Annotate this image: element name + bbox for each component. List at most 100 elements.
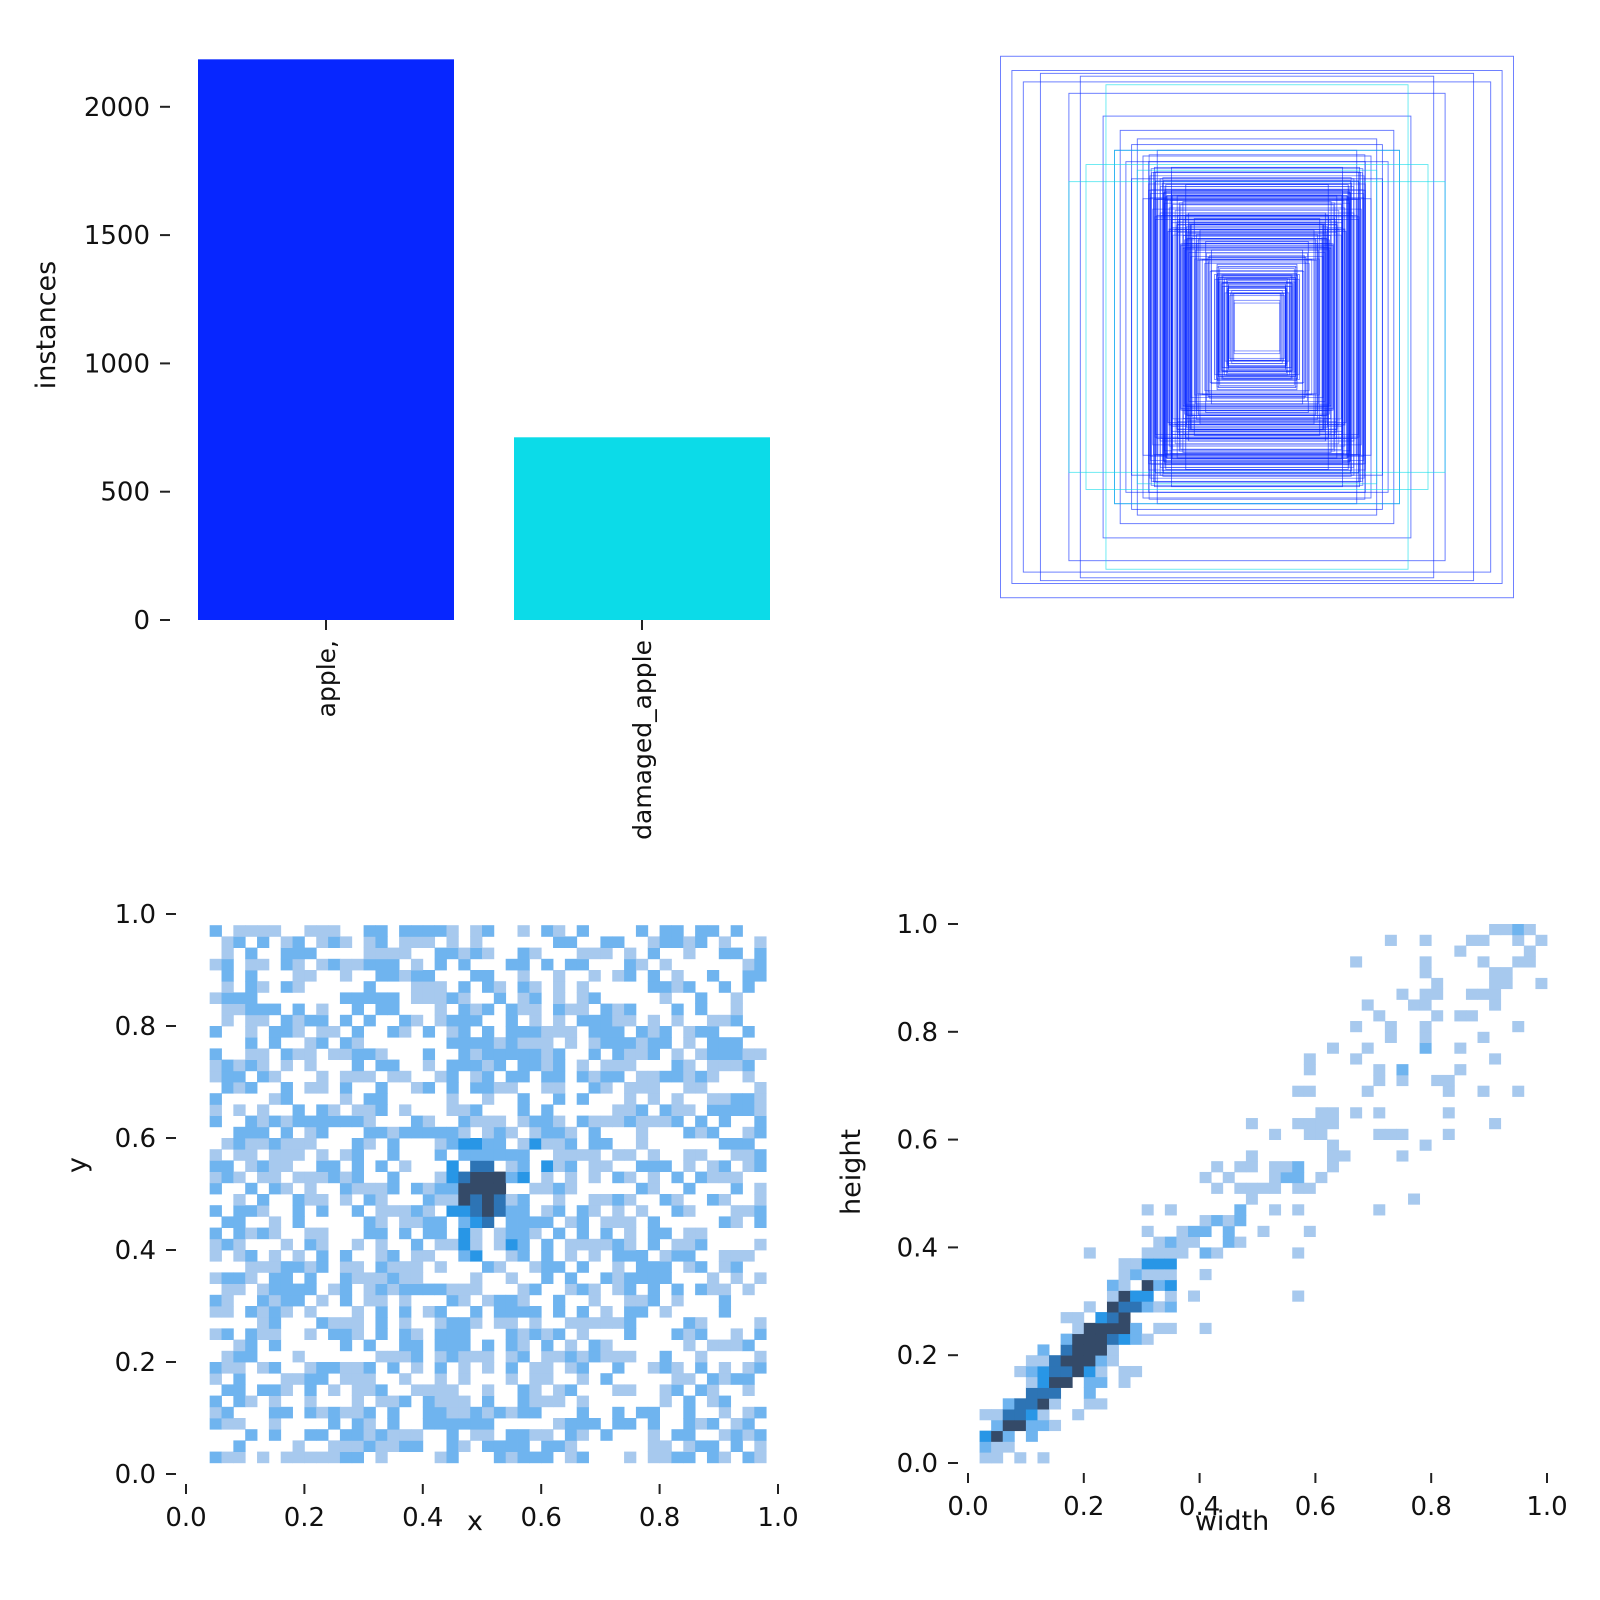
heatmap-cell — [564, 1171, 578, 1184]
heatmap-cell — [257, 958, 270, 971]
heatmap-cell — [612, 1216, 625, 1228]
heatmap-cell — [541, 1115, 554, 1128]
heatmap-cell — [257, 925, 270, 937]
heatmap-cell — [1292, 1182, 1305, 1194]
heatmap-cell — [754, 1328, 767, 1340]
heatmap-cell — [600, 1350, 613, 1363]
heatmap-cell — [718, 1250, 732, 1262]
heatmap-cell — [316, 1373, 329, 1385]
heatmap-cell — [671, 1294, 684, 1307]
heatmap-cell — [387, 1003, 400, 1016]
heatmap-cell — [434, 1384, 447, 1396]
heatmap-cell — [1130, 1365, 1143, 1378]
heatmap-cell — [233, 1250, 246, 1262]
heatmap-cell — [410, 1283, 424, 1296]
heatmap-cell — [375, 1350, 388, 1363]
heatmap-cell — [695, 1126, 708, 1139]
heatmap-cell — [328, 1160, 341, 1172]
heatmap-cell — [1222, 1215, 1235, 1227]
heatmap-cell — [458, 1395, 471, 1408]
heatmap-cell — [482, 1418, 495, 1430]
heatmap-cell — [422, 1082, 436, 1094]
heatmap-cell — [245, 1261, 258, 1273]
bounding-box — [1150, 172, 1364, 482]
heatmap-cell — [564, 1182, 578, 1195]
bounding-box — [1195, 240, 1319, 414]
heatmap-cell — [1083, 1247, 1096, 1259]
heatmap-cell — [304, 1395, 317, 1408]
heatmap-cell — [387, 958, 400, 971]
heatmap-cell — [683, 1026, 696, 1038]
heatmap-cell — [328, 1451, 341, 1464]
heatmap-cell — [718, 981, 732, 993]
heatmap-cell — [718, 1160, 732, 1172]
heatmap-cell — [375, 1384, 388, 1396]
heatmap-cell — [221, 936, 234, 948]
heatmap-cell — [647, 1272, 660, 1284]
heatmap-cell — [553, 1115, 566, 1128]
heatmap-cell — [742, 958, 755, 971]
heatmap-cell — [706, 1048, 720, 1060]
heatmap-cell — [458, 1037, 471, 1049]
heatmap-cell — [375, 936, 388, 948]
heatmap-cell — [339, 1149, 353, 1161]
heatmap-cell — [482, 947, 495, 960]
heatmap-cell — [434, 1216, 447, 1228]
bounding-box — [1187, 238, 1327, 416]
heatmap-cell — [635, 1272, 649, 1284]
heatmap-cell — [446, 1294, 459, 1307]
heatmap-cell — [304, 1429, 317, 1441]
heatmap-cell — [612, 936, 625, 948]
heatmap-cell — [754, 1149, 767, 1161]
heatmap-cell — [1118, 1322, 1131, 1335]
heatmap-cell — [399, 1104, 412, 1116]
heatmap-cell — [292, 936, 305, 948]
heatmap-cell — [1141, 1258, 1154, 1270]
heatmap-cell — [209, 1395, 222, 1408]
bounding-box — [1162, 177, 1352, 477]
bounding-box — [1221, 274, 1293, 380]
bounding-box — [1085, 164, 1429, 490]
heatmap-cell — [458, 1014, 471, 1027]
heatmap-cell — [209, 1418, 222, 1430]
heatmap-cell — [363, 1104, 376, 1116]
heatmap-cell — [624, 1003, 637, 1016]
heatmap-cell — [1130, 1333, 1143, 1345]
bounding-box — [1231, 290, 1283, 364]
heatmap-cell — [328, 1328, 341, 1340]
heatmap-cell — [482, 1406, 495, 1419]
heatmap-cell — [375, 925, 388, 937]
y-tick-label: 0.6 — [115, 1124, 156, 1154]
heatmap-cell — [754, 1272, 767, 1284]
heatmap-cell — [387, 1406, 400, 1419]
heatmap-cell — [576, 981, 589, 993]
heatmap-cell — [1384, 1128, 1397, 1140]
heatmap-cell — [245, 1350, 258, 1363]
heatmap-cell — [671, 1384, 684, 1396]
heatmap-cell — [375, 1160, 388, 1172]
heatmap-cell — [363, 981, 376, 993]
heatmap-cell — [422, 1283, 436, 1296]
heatmap-cell — [517, 1216, 530, 1228]
y-tick-label: 0.0 — [897, 1449, 938, 1479]
heatmap-cell — [612, 1037, 625, 1049]
heatmap-cell — [339, 1037, 353, 1049]
heatmap-cell — [257, 1070, 270, 1083]
heatmap-cell — [410, 1261, 424, 1273]
heatmap-cell — [671, 1451, 684, 1464]
heatmap-cell — [292, 1171, 305, 1184]
heatmap-cell — [316, 1429, 329, 1441]
heatmap-cell — [1095, 1376, 1108, 1388]
heatmap-cell — [1373, 1010, 1386, 1022]
heatmap-cell — [482, 1339, 495, 1352]
heatmap-cell — [505, 1406, 518, 1419]
heatmap-cell — [316, 1082, 329, 1094]
heatmap-cell — [659, 1451, 672, 1464]
heatmap-cell — [233, 1339, 246, 1352]
heatmap-cell — [1303, 1225, 1316, 1238]
heatmap-cell — [576, 947, 589, 960]
heatmap-cell — [482, 1026, 495, 1038]
heatmap-cell — [647, 947, 660, 960]
heatmap-cell — [280, 1138, 293, 1150]
heatmap-cell — [553, 1048, 566, 1060]
